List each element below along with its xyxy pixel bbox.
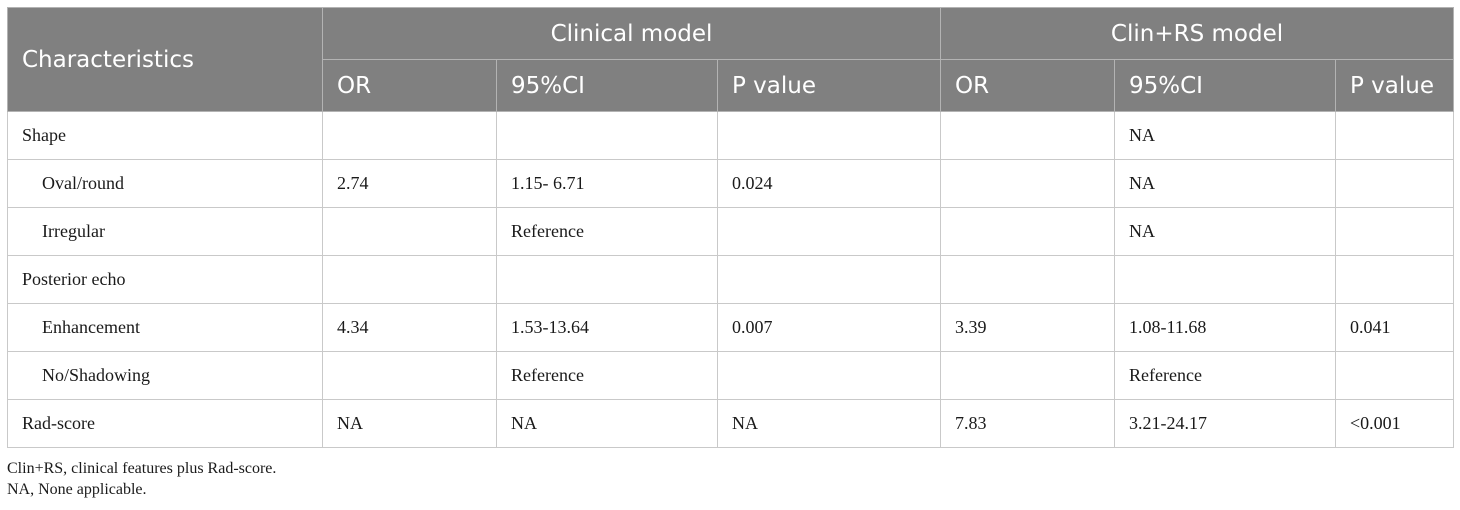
cell [1334,255,1455,304]
header-ci-clinical: 95%CI [496,59,718,112]
header-clinical-model: Clinical model [322,7,941,60]
table-row: Irregular Reference NA [7,207,1455,256]
table-row: Rad-score NA NA NA 7.83 3.21-24.17 <0.00… [7,399,1455,448]
header-or-clinical: OR [322,59,497,112]
row-label: No/Shadowing [7,351,323,400]
row-label: Irregular [7,207,323,256]
table-row: Shape NA [7,111,1455,160]
cell: <0.001 [1334,399,1455,448]
table-footnotes: Clin+RS, clinical features plus Rad-scor… [7,458,276,500]
cell: NA [1114,111,1336,160]
cell: 1.15- 6.71 [496,159,718,208]
cell [496,255,718,304]
cell: 2.74 [322,159,497,208]
header-pvalue-clinrs: P value [1334,59,1455,112]
table-row: Enhancement 4.34 1.53-13.64 0.007 3.39 1… [7,303,1455,352]
header-ci-clinrs: 95%CI [1114,59,1336,112]
cell: 3.21-24.17 [1114,399,1336,448]
cell [940,351,1115,400]
cell: Reference [496,207,718,256]
cell [940,159,1115,208]
cell [717,207,941,256]
cell: Reference [1114,351,1336,400]
cell: 3.39 [940,303,1115,352]
cell: 0.007 [717,303,941,352]
header-clin-rs-model: Clin+RS model [939,7,1455,60]
cell [717,111,941,160]
cell: NA [717,399,941,448]
cell [940,111,1115,160]
header-row-groups: Characteristics Clinical model Clin+RS m… [7,7,1455,112]
cell [940,207,1115,256]
cell [1334,111,1455,160]
cell: NA [1114,207,1336,256]
cell: Reference [496,351,718,400]
cell: 1.53-13.64 [496,303,718,352]
row-label: Shape [7,111,323,160]
row-label: Rad-score [7,399,323,448]
cell: NA [322,399,497,448]
cell: 0.041 [1334,303,1455,352]
cell [322,351,497,400]
cell [1334,351,1455,400]
table-row: Oval/round 2.74 1.15- 6.71 0.024 NA [7,159,1455,208]
cell: 4.34 [322,303,497,352]
footnote: Clin+RS, clinical features plus Rad-scor… [7,460,277,477]
cell: 7.83 [940,399,1115,448]
row-label: Enhancement [7,303,323,352]
cell [717,255,941,304]
cell: 0.024 [717,159,941,208]
header-pvalue-clinical: P value [717,59,941,112]
table-row: Posterior echo [7,255,1455,304]
row-label: Oval/round [7,159,323,208]
cell [717,351,941,400]
cell: NA [496,399,718,448]
cell [322,207,497,256]
cell [322,111,497,160]
header-or-clinrs: OR [940,59,1115,112]
table-row: No/Shadowing Reference Reference [7,351,1455,400]
results-table: Characteristics Clinical model Clin+RS m… [7,7,1455,448]
cell [1114,255,1336,304]
cell [496,111,718,160]
header-row-metrics: OR 95%CI P value OR 95%CI P value [8,59,1455,112]
footnote: NA, None applicable. [7,481,147,498]
cell [940,255,1115,304]
header-characteristics: Characteristics [7,7,323,112]
cell [322,255,497,304]
cell: NA [1114,159,1336,208]
cell [1334,207,1455,256]
cell: 1.08-11.68 [1114,303,1336,352]
row-label: Posterior echo [7,255,323,304]
cell [1334,159,1455,208]
